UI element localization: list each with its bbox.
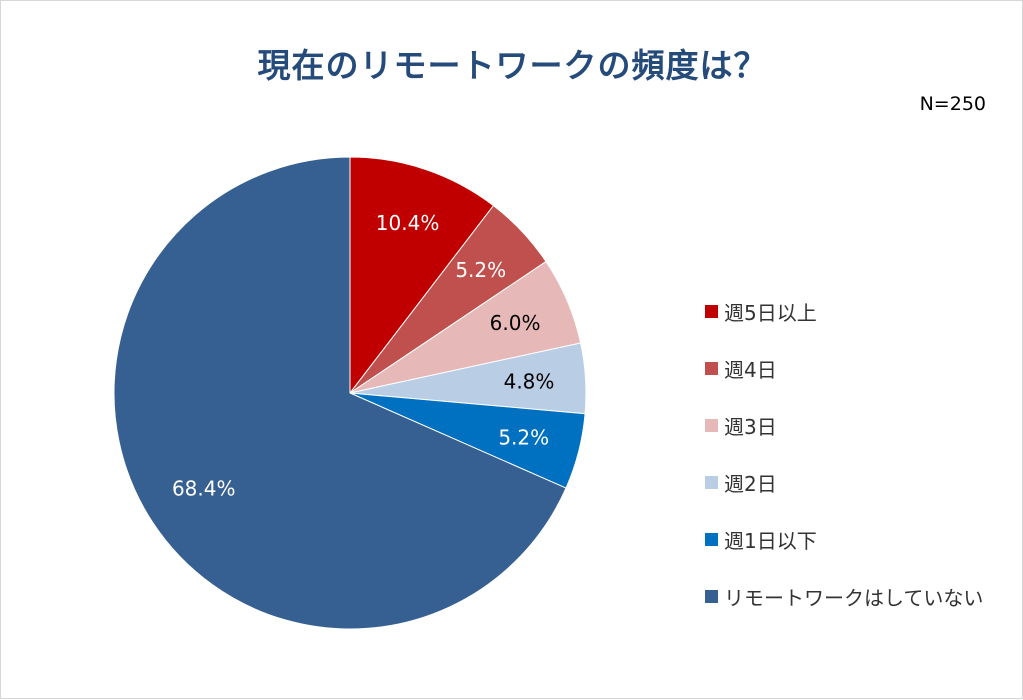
legend-item: 週3日 — [705, 411, 983, 468]
legend-item: 週2日 — [705, 468, 983, 525]
slice-data-label: 4.8% — [504, 370, 555, 394]
legend-swatch — [705, 533, 718, 546]
legend-item: 週1日以下 — [705, 525, 983, 582]
pie-slice — [113, 156, 567, 630]
legend-swatch — [705, 362, 718, 375]
legend-item: 週4日 — [705, 354, 983, 411]
slice-data-label: 5.2% — [498, 426, 549, 450]
pie-slice — [349, 156, 495, 395]
legend-label: 週2日 — [724, 472, 777, 496]
legend-swatch — [705, 419, 718, 432]
legend-label: 週3日 — [724, 415, 777, 439]
slice-data-label: 10.4% — [376, 211, 440, 235]
legend-label: 週1日以下 — [724, 529, 817, 553]
legend: 週5日以上週4日週3日週2日週1日以下リモートワークはしていない — [705, 297, 983, 639]
chart-title: 現在のリモートワークの頻度は？ — [257, 46, 768, 85]
legend-item: リモートワークはしていない — [705, 582, 983, 639]
legend-swatch — [705, 590, 718, 603]
slice-data-label: 68.4% — [172, 476, 236, 500]
legend-swatch — [705, 476, 718, 489]
legend-swatch — [705, 305, 718, 318]
sample-size-note: N=250 — [919, 93, 986, 115]
slice-data-label: 5.2% — [455, 258, 506, 282]
legend-label: 週5日以上 — [724, 301, 817, 325]
slice-data-label: 6.0% — [490, 311, 541, 335]
legend-item: 週5日以上 — [705, 297, 983, 354]
legend-label: 週4日 — [724, 358, 777, 382]
legend-label: リモートワークはしていない — [724, 586, 984, 610]
